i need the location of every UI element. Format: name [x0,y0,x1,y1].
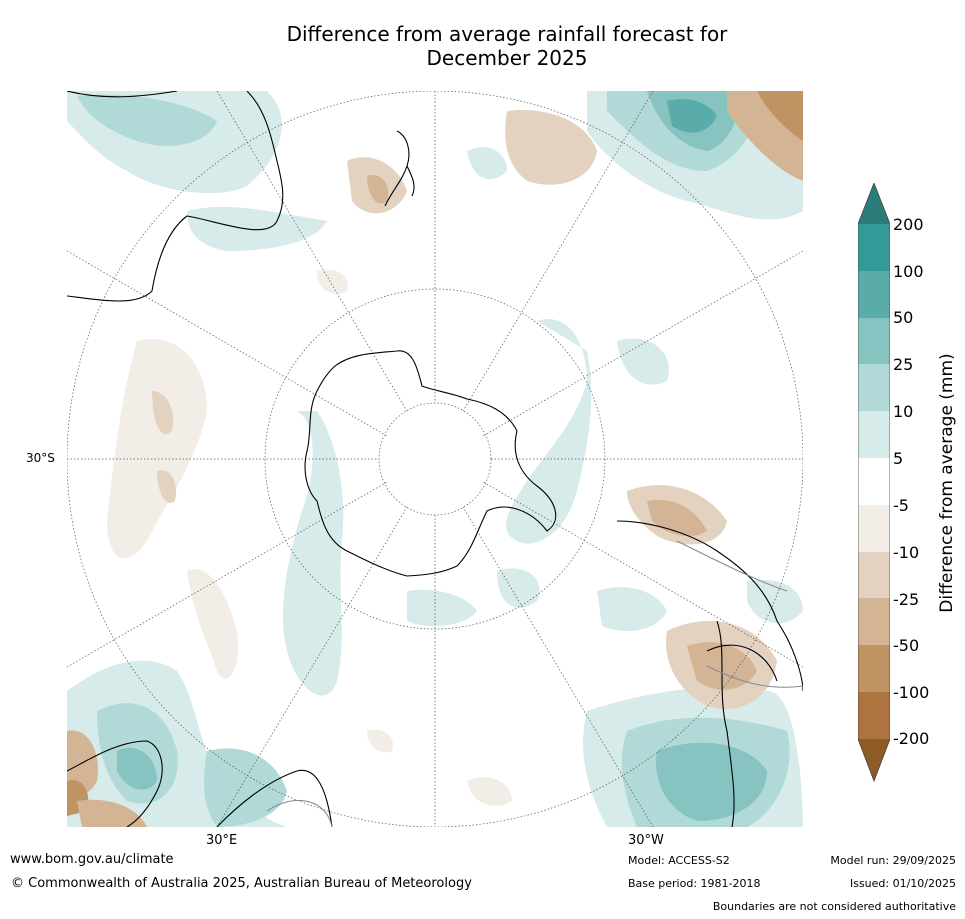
colorbar-label: -200 [893,729,930,748]
wet-patch [656,742,767,821]
colorbar-label: 100 [893,262,924,281]
colorbar-segment [858,364,890,411]
colorbar [858,183,890,783]
colorbar-label: -5 [893,496,909,515]
footer-url[interactable]: www.bom.gov.au/climate [10,852,174,867]
chart-title: Difference from average rainfall forecas… [67,22,947,70]
colorbar-segment [858,692,890,739]
country-border [706,665,803,688]
graticule-meridian [216,506,408,827]
graticule-meridian [482,250,803,437]
footer-model: Model: ACCESS-S2 [628,854,730,867]
graticule-meridian [67,481,388,668]
colorbar-segment [858,505,890,552]
graticule-meridian [67,250,388,437]
wet-patch [407,589,477,627]
dry-patch [107,339,207,559]
wet-patch [667,99,717,133]
footer-issued: Issued: 01/10/2025 [849,877,956,890]
colorbar-label: -10 [893,543,920,562]
dry-patch [187,569,238,679]
colorbar-segment [858,552,890,598]
colorbar-segment [858,645,890,692]
colorbar-segment [858,598,890,645]
longitude-label-30w: 30°W [628,833,664,848]
graticule-meridian [462,506,654,827]
colorbar-segment [858,411,890,458]
colorbar-segment [858,318,890,364]
colorbar-label: 5 [893,449,904,468]
title-line-1: Difference from average rainfall forecas… [286,22,728,46]
colorbar-label: 200 [893,215,924,234]
country-border [266,800,333,827]
dry-patch [505,110,597,185]
graticule-meridian [482,481,803,668]
colorbar-label: 25 [893,355,914,374]
wet-patch [597,587,667,631]
colorbar-segment [858,224,890,271]
wet-patch [617,338,669,385]
dry-patch [367,175,389,204]
antarctica-coast [304,350,557,577]
coastlines [67,91,803,827]
colorbar-label: -25 [893,590,920,609]
colorbar-top-arrow [858,183,890,224]
wet-patch [282,411,344,696]
footer-copyright: © Commonwealth of Australia 2025, Austra… [11,876,472,891]
colorbar-outline [858,183,890,783]
wet-patch [467,147,507,180]
latitude-label-30s: 30°S [26,451,55,465]
colorbar-label: -100 [893,683,930,702]
africa-coast [216,769,333,827]
australia-coast [67,91,284,302]
dry-patch [152,391,174,435]
graticule-meridian [216,91,408,412]
colorbar-segment [858,458,890,505]
footer-base-period: Base period: 1981-2018 [628,877,761,890]
colorbar-label: -50 [893,636,920,655]
title-line-2: December 2025 [426,46,588,70]
wet-patch [506,319,592,544]
wet-patch [187,206,327,251]
footer-disclaimer: Boundaries are not considered authoritat… [712,900,956,913]
dry-patch [157,470,177,503]
colorbar-label: 10 [893,402,914,421]
africa-coast [67,740,163,827]
dry-patch [757,91,803,141]
south-america-coast [706,644,778,682]
dry-patch [77,799,147,827]
graticule-meridian [462,91,654,412]
wet-anomaly-patches [67,91,803,827]
colorbar-segment [858,271,890,318]
forecast-map[interactable] [67,91,803,827]
new-zealand-coast [384,130,415,207]
longitude-label-30e: 30°E [206,833,238,848]
dry-patch [317,269,348,294]
colorbar-label: 50 [893,308,914,327]
map-canvas [67,91,803,827]
graticule [67,91,803,827]
wet-patch [497,568,540,608]
dry-patch [467,777,512,806]
colorbar-bottom-arrow [858,739,890,781]
country-borders [266,540,803,827]
country-border [676,540,788,592]
dry-patch [367,729,393,753]
graticule-ring [378,402,492,516]
colorbar-title-text: Difference from average (mm) [937,353,957,613]
wet-patch [77,94,217,146]
graticule-ring [264,288,606,630]
footer-model-run: Model run: 29/09/2025 [830,854,956,867]
wet-patch [204,748,287,827]
wet-patch [117,747,157,790]
